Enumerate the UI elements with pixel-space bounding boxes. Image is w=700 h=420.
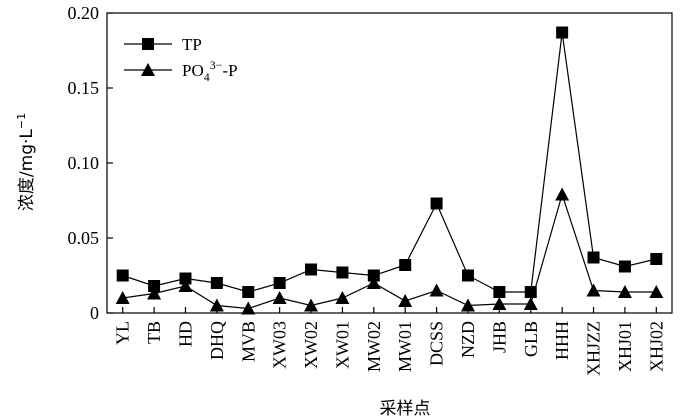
data-point <box>399 259 412 271</box>
data-point <box>115 291 130 304</box>
data-point <box>492 297 507 310</box>
data-point <box>587 251 600 264</box>
x-tick-label: XHJ02 <box>646 321 666 372</box>
axes <box>106 12 673 314</box>
x-tick-label: XHJ01 <box>615 321 635 372</box>
data-point <box>555 187 570 201</box>
data-point <box>335 291 350 304</box>
data-point <box>429 283 444 297</box>
data-point <box>241 301 256 315</box>
x-tick-label: MW02 <box>364 321 384 372</box>
data-point <box>210 277 223 289</box>
data-point <box>617 285 632 298</box>
data-point <box>178 279 193 292</box>
x-tick-label: JHB <box>489 321 509 353</box>
data-point <box>461 269 474 282</box>
y-tick-label: 0.10 <box>68 153 100 173</box>
data-point <box>305 263 318 276</box>
y-tick-label: 0 <box>90 303 99 323</box>
data-point <box>460 298 475 312</box>
data-point <box>367 269 380 282</box>
series-po4-p <box>115 187 664 315</box>
x-tick-label: XW01 <box>332 321 352 369</box>
data-point <box>147 286 162 300</box>
x-tick-label: XW03 <box>270 321 290 369</box>
data-point <box>273 277 286 289</box>
x-tick-label: DCSS <box>427 321 447 366</box>
x-ticks: YL TB HD DHQ MVB XW03 XW02 XW01 MW02 MW01 DCSS NZD J… <box>113 307 666 376</box>
data-point <box>556 26 569 39</box>
x-tick-label: XHJZZ <box>584 321 604 376</box>
y-axis-title: 浓度/mg·L−1 <box>15 113 37 211</box>
data-point <box>586 283 601 297</box>
x-tick-label: DHQ <box>207 321 227 360</box>
y-tick-label: 0.05 <box>68 228 100 248</box>
plot-frame <box>106 12 673 314</box>
data-point <box>242 286 255 298</box>
data-point <box>523 297 538 310</box>
data-point <box>618 260 631 273</box>
x-tick-label: MVB <box>238 321 258 362</box>
y-tick-label: 0.20 <box>68 3 100 23</box>
data-point <box>116 269 129 282</box>
x-tick-label: YL <box>113 321 133 345</box>
data-point <box>649 285 664 298</box>
legend-label: TP <box>182 35 202 54</box>
x-tick-label: GLB <box>521 321 541 357</box>
data-point <box>148 280 161 292</box>
x-tick-label: NZD <box>458 321 478 358</box>
data-point <box>493 286 506 298</box>
x-tick-label: HD <box>175 321 195 347</box>
y-tick-label: 0.15 <box>68 78 100 98</box>
legend: TP PO43−-P <box>124 35 238 84</box>
series-lines <box>115 26 664 315</box>
x-tick-label: TB <box>144 321 164 344</box>
data-point <box>430 197 443 210</box>
legend-marker <box>142 38 154 50</box>
data-point <box>650 253 663 265</box>
data-point <box>272 291 287 304</box>
legend-label: PO43−-P <box>182 58 238 84</box>
x-tick-label: XW02 <box>301 321 321 369</box>
x-axis-title: 采样点 <box>380 399 431 419</box>
x-tick-label: HHH <box>552 321 572 360</box>
data-point <box>179 272 192 285</box>
data-point <box>209 298 224 312</box>
data-point <box>304 298 319 312</box>
series-line <box>122 192 657 310</box>
x-tick-label: MW01 <box>395 321 415 372</box>
data-point <box>366 276 381 289</box>
y-ticks: 0 0.05 0.10 0.15 0.20 <box>68 3 113 323</box>
series-tp <box>116 26 663 298</box>
data-point <box>336 266 349 279</box>
data-point <box>398 294 413 307</box>
legend-marker <box>141 63 155 76</box>
